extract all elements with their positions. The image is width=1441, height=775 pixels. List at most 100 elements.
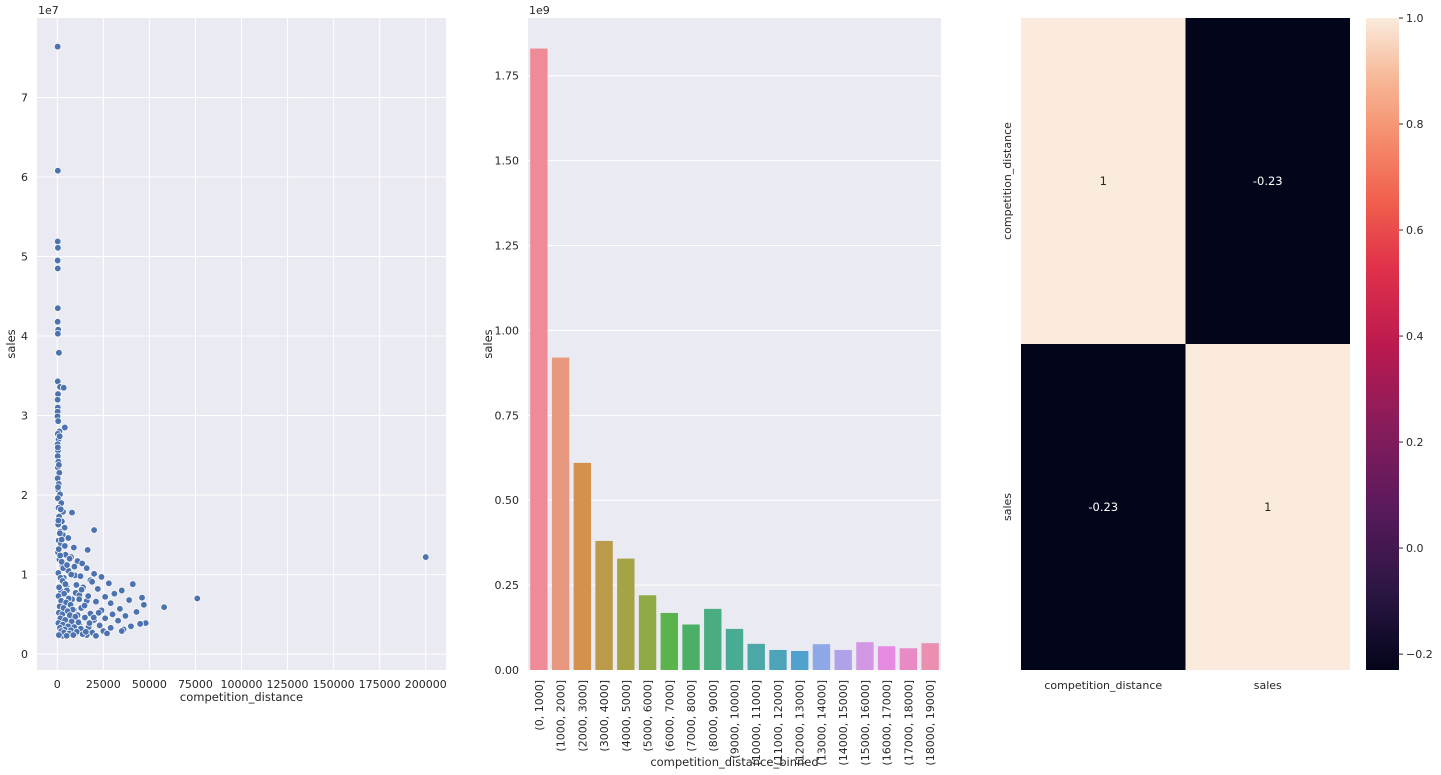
scatter-x-axis-label: competition_distance	[180, 690, 303, 704]
scatter-point	[54, 483, 62, 491]
scatter-x-ticks: 0 25000 50000 75000 100000 125000 150000 175000…	[54, 678, 447, 691]
heatmap-annotation: -0.23	[1253, 174, 1283, 188]
scatter-point	[116, 605, 124, 613]
scatter-point	[83, 564, 91, 572]
scatter-point	[53, 396, 62, 404]
scatter-point	[136, 620, 144, 628]
heatmap-x-labels: competition_distance sales	[1044, 679, 1282, 692]
bar-x-tick-label: (0, 1000]	[533, 680, 546, 731]
scatter-point	[85, 619, 94, 627]
scatter-point	[110, 590, 119, 598]
bar-x-tick-label: (14000, 15000]	[837, 680, 850, 766]
bar-y-tick-label: 1.00	[495, 324, 520, 337]
bar-x-tick-label: (12000, 13000]	[794, 680, 807, 766]
scatter-point	[92, 632, 100, 640]
scatter-point	[54, 237, 62, 246]
bar	[725, 628, 744, 670]
scatter-point	[107, 599, 115, 607]
scatter-point	[140, 601, 148, 609]
scatter-x-tick-label: 50000	[132, 678, 167, 691]
scatter-point	[76, 572, 85, 580]
scatter-x-tick-label: 75000	[178, 678, 213, 691]
bar-y-offset-label: 1e9	[529, 4, 550, 17]
bar-x-ticks: (0, 1000] (1000, 2000] (2000, 3000] (3000, …	[533, 680, 937, 766]
heatmap-cell	[1185, 18, 1350, 344]
bar	[747, 643, 765, 670]
scatter-x-tick-label: 25000	[86, 678, 121, 691]
bar	[551, 357, 570, 670]
scatter-y-tick-label: 6	[21, 171, 28, 184]
scatter-point	[88, 578, 96, 586]
bar-x-tick-label: (9000, 10000]	[729, 680, 742, 759]
scatter-point	[63, 632, 71, 640]
bar	[617, 558, 635, 670]
scatter-point	[54, 330, 62, 338]
heatmap-annotation: 1	[1264, 500, 1271, 514]
bar-x-axis-label: competition_distance_binned	[650, 755, 818, 769]
scatter-point	[94, 585, 102, 593]
scatter-point	[56, 432, 64, 440]
colorbar-tick-label: 0.2	[1406, 436, 1424, 449]
scatter-panel: 0 25000 50000 75000 100000 125000 150000 175000…	[4, 4, 447, 704]
scatter-point	[105, 579, 113, 587]
scatter-point	[54, 516, 63, 525]
colorbar-tick-label: 0.8	[1406, 118, 1424, 131]
scatter-point	[90, 526, 98, 534]
heatmap-y-label: competition_distance	[1001, 122, 1014, 240]
bar-y-tick-label: 1.75	[495, 70, 520, 83]
scatter-point	[64, 534, 72, 542]
scatter-point	[53, 318, 62, 326]
scatter-point	[107, 624, 115, 632]
bar-x-tick-label: (8000, 9000]	[707, 680, 720, 752]
scatter-point	[108, 610, 117, 618]
bar-x-tick-label: (10000, 11000]	[750, 680, 763, 766]
bar	[573, 462, 592, 670]
scatter-point	[90, 570, 98, 578]
scatter-point	[69, 631, 77, 639]
scatter-point	[56, 551, 64, 560]
scatter-point	[132, 608, 141, 616]
scatter-point	[95, 609, 103, 617]
scatter-point	[54, 264, 62, 273]
scatter-x-tick-label: 125000	[267, 678, 309, 691]
heatmap-y-label: sales	[1001, 493, 1014, 521]
bar-y-tick-label: 0.75	[495, 409, 520, 422]
scatter-point	[60, 384, 68, 392]
scatter-x-tick-label: 100000	[221, 678, 263, 691]
bar-x-tick-label: (15000, 16000]	[859, 680, 872, 766]
scatter-point	[84, 546, 92, 554]
bar-panel: (0, 1000] (1000, 2000] (2000, 3000] (3000, …	[481, 4, 941, 769]
scatter-point	[53, 256, 62, 265]
scatter-x-tick-label: 175000	[359, 678, 401, 691]
scatter-x-tick-label: 0	[54, 678, 61, 691]
heatmap-annotation: 1	[1100, 174, 1107, 188]
bar-x-tick-label: (18000, 19000]	[924, 680, 937, 766]
scatter-points	[53, 42, 430, 640]
scatter-point	[84, 592, 92, 600]
colorbar	[1366, 18, 1399, 670]
scatter-point	[54, 244, 62, 252]
bar-x-tick-label: (3000, 4000]	[598, 680, 611, 752]
scatter-point	[61, 580, 70, 588]
bar-y-ticks: 0.00 0.25 0.50 0.75 1.00 1.25 1.50 1.75	[495, 70, 520, 677]
scatter-point	[58, 535, 66, 544]
scatter-point	[101, 593, 109, 601]
bar-x-tick-label: (16000, 17000]	[881, 680, 894, 766]
colorbar-tick-label: 1.0	[1406, 12, 1424, 25]
bar	[899, 648, 918, 670]
bar	[856, 642, 874, 670]
scatter-y-tick-label: 5	[21, 251, 28, 264]
colorbar-tick-label: 0.0	[1406, 542, 1424, 555]
bar	[812, 644, 831, 670]
bar-y-tick-label: 1.50	[495, 155, 520, 168]
heatmap-panel: 1 -0.23-0.23 1 competition_distance sales c…	[1001, 12, 1433, 692]
bar	[704, 608, 722, 670]
scatter-point	[92, 597, 100, 606]
colorbar-tick-label: 0.4	[1406, 330, 1424, 343]
scatter-point	[70, 543, 78, 552]
scatter-point	[72, 581, 81, 589]
scatter-y-tick-label: 7	[21, 92, 28, 105]
scatter-y-tick-label: 4	[21, 330, 28, 343]
scatter-point	[114, 617, 122, 625]
scatter-point	[54, 167, 62, 175]
